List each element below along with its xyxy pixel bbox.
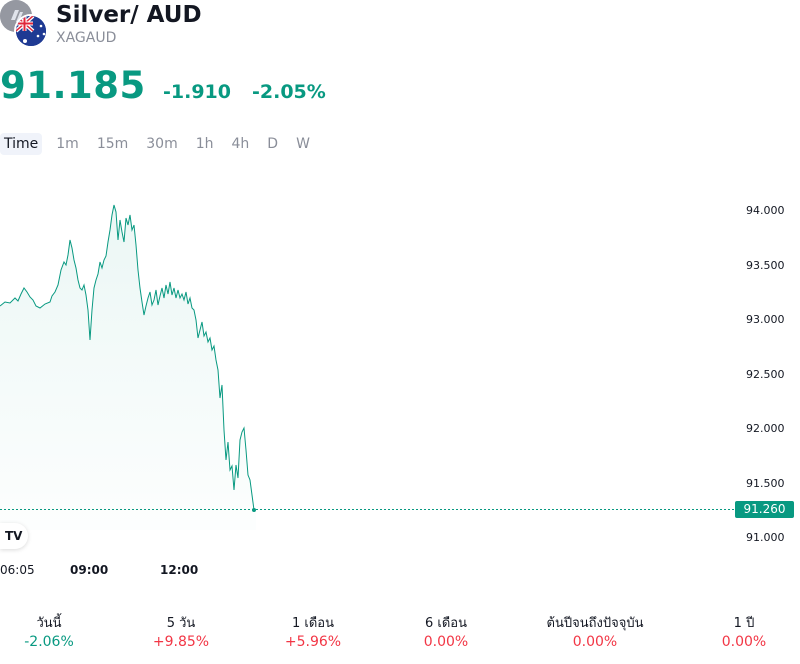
tab-d[interactable]: D xyxy=(267,136,279,152)
perf-5-days[interactable]: 5 วัน +9.85% xyxy=(116,612,246,650)
y-tick-label: 93.000 xyxy=(746,313,785,326)
price-change-percent: -2.05% xyxy=(252,81,326,103)
y-tick-label: 92.500 xyxy=(746,368,785,381)
price-change: -1.910 xyxy=(163,81,231,103)
perf-label: ต้นปีจนถึงปัจจุบัน xyxy=(546,616,644,631)
y-tick-label: 91.500 xyxy=(746,477,785,490)
performance-bar: วันนี้ -2.06% 5 วัน +9.85% 1 เดือน +5.96… xyxy=(0,612,800,656)
perf-ytd[interactable]: ต้นปีจนถึงปัจจุบัน 0.00% xyxy=(530,612,660,650)
tab-1m[interactable]: 1m xyxy=(56,136,79,152)
y-tick-label: 93.500 xyxy=(746,259,785,272)
perf-today[interactable]: วันนี้ -2.06% xyxy=(0,612,114,650)
australia-flag-icon xyxy=(14,14,48,48)
perf-value: 0.00% xyxy=(721,634,767,650)
symbol-ticker: XAGAUD xyxy=(56,30,117,46)
tab-4h[interactable]: 4h xyxy=(231,136,250,152)
tab-time[interactable]: Time xyxy=(0,133,43,155)
last-price: 91.185 xyxy=(0,64,146,107)
perf-label: 5 วัน xyxy=(166,616,196,631)
perf-6-months[interactable]: 6 เดือน 0.00% xyxy=(381,612,511,650)
y-tick-label: 92.000 xyxy=(746,422,785,435)
perf-label: 1 ปี xyxy=(733,616,755,631)
tab-30m[interactable]: 30m xyxy=(146,136,178,152)
price-area xyxy=(0,205,256,530)
symbol-logo xyxy=(0,0,50,50)
perf-value: 0.00% xyxy=(572,634,618,650)
perf-1-year[interactable]: 1 ปี 0.00% xyxy=(679,612,800,650)
x-tick-label: 06:05 xyxy=(0,563,35,577)
tab-15m[interactable]: 15m xyxy=(96,136,129,152)
perf-1-month[interactable]: 1 เดือน +5.96% xyxy=(248,612,378,650)
perf-value: 0.00% xyxy=(423,634,469,650)
perf-value: +5.96% xyxy=(284,634,342,650)
tab-1h[interactable]: 1h xyxy=(195,136,214,152)
price-line xyxy=(0,204,255,511)
last-price-marker xyxy=(252,508,256,512)
perf-value: +9.85% xyxy=(152,634,210,650)
x-tick-label: 12:00 xyxy=(160,563,198,577)
price-chart[interactable]: 94.000 93.500 93.000 92.500 92.000 91.50… xyxy=(0,170,800,590)
tab-w[interactable]: W xyxy=(296,136,310,152)
x-tick-label: 09:00 xyxy=(70,563,108,577)
y-tick-label: 94.000 xyxy=(746,204,785,217)
perf-label: วันนี้ xyxy=(36,616,62,631)
y-tick-label: 91.000 xyxy=(746,531,785,544)
symbol-title: Silver/ AUD xyxy=(56,2,202,28)
perf-value: -2.06% xyxy=(24,634,74,650)
last-price-tag: 91.260 xyxy=(735,501,794,518)
timeframe-tabs: Time 1m 15m 30m 1h 4h D W xyxy=(0,132,324,156)
perf-label: 1 เดือน xyxy=(292,616,334,631)
perf-label: 6 เดือน xyxy=(425,616,467,631)
tradingview-logo-icon[interactable]: TV xyxy=(0,523,28,549)
